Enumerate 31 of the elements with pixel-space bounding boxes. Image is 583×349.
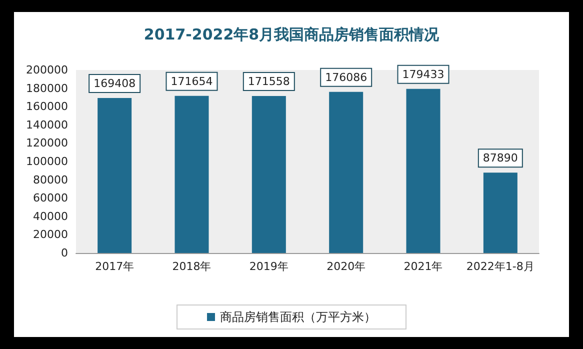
y-tick-label: 160000 <box>26 100 68 114</box>
data-label: 176086 <box>325 70 368 84</box>
bar <box>406 88 440 253</box>
x-tick-label: 2019年 <box>249 260 288 273</box>
x-tick-label: 2020年 <box>326 260 366 273</box>
bar <box>483 172 518 253</box>
bar <box>174 96 209 253</box>
y-tick-label: 20000 <box>33 228 68 242</box>
legend-label: 商品房销售面积（万平方米） <box>220 310 376 324</box>
x-tick-label: 2017年 <box>95 260 134 273</box>
y-tick-label: 200000 <box>26 64 68 76</box>
data-label: 87890 <box>482 152 518 165</box>
y-tick-label: 60000 <box>33 192 68 205</box>
bar <box>252 96 286 253</box>
chart-title: 2017-2022年8月我国商品房销售面积情况 <box>144 26 440 44</box>
data-label: 179433 <box>402 68 444 81</box>
y-tick-label: 180000 <box>26 82 68 95</box>
bar <box>329 92 364 253</box>
data-label: 171654 <box>170 74 213 88</box>
bar <box>98 98 132 253</box>
data-label: 169408 <box>94 76 136 90</box>
y-tick-label: 80000 <box>33 173 68 186</box>
y-tick-label: 0 <box>61 246 68 260</box>
y-tick-label: 140000 <box>26 118 68 132</box>
y-tick-label: 100000 <box>26 155 68 168</box>
y-tick-label: 40000 <box>33 210 68 223</box>
x-tick-label: 2018年 <box>172 260 212 273</box>
x-tick-label: 2022年1-8月 <box>466 260 534 273</box>
data-label: 171558 <box>248 75 290 88</box>
x-tick-label: 2021年 <box>404 260 443 273</box>
y-tick-label: 120000 <box>26 136 68 150</box>
